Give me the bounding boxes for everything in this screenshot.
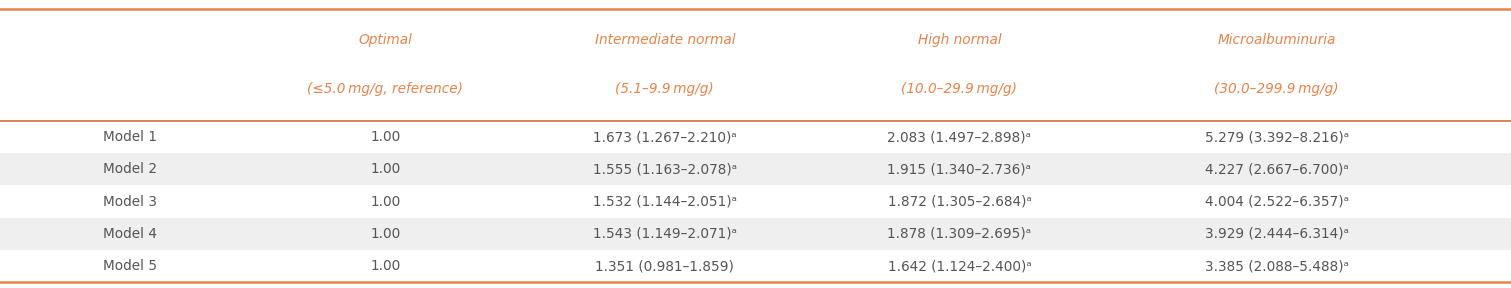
Text: 1.878 (1.309–2.695)ᵃ: 1.878 (1.309–2.695)ᵃ — [887, 227, 1032, 241]
Text: 1.351 (0.981–1.859): 1.351 (0.981–1.859) — [595, 259, 734, 273]
Text: 4.004 (2.522–6.357)ᵃ: 4.004 (2.522–6.357)ᵃ — [1204, 195, 1349, 209]
Text: (5.1–9.9 mg/g): (5.1–9.9 mg/g) — [615, 82, 715, 96]
Text: 1.872 (1.305–2.684)ᵃ: 1.872 (1.305–2.684)ᵃ — [887, 195, 1032, 209]
Text: 1.543 (1.149–2.071)ᵃ: 1.543 (1.149–2.071)ᵃ — [592, 227, 737, 241]
Text: (30.0–299.9 mg/g): (30.0–299.9 mg/g) — [1215, 82, 1339, 96]
Text: 1.00: 1.00 — [370, 162, 400, 176]
Text: (≤5.0 mg/g, reference): (≤5.0 mg/g, reference) — [307, 82, 464, 96]
Text: Model 2: Model 2 — [103, 162, 157, 176]
Text: Model 4: Model 4 — [103, 227, 157, 241]
Text: 1.00: 1.00 — [370, 227, 400, 241]
FancyBboxPatch shape — [0, 153, 1511, 185]
Text: (10.0–29.9 mg/g): (10.0–29.9 mg/g) — [902, 82, 1017, 96]
Text: 2.083 (1.497–2.898)ᵃ: 2.083 (1.497–2.898)ᵃ — [887, 130, 1032, 144]
Text: 5.279 (3.392–8.216)ᵃ: 5.279 (3.392–8.216)ᵃ — [1204, 130, 1349, 144]
Text: Model 3: Model 3 — [103, 195, 157, 209]
Text: 3.385 (2.088–5.488)ᵃ: 3.385 (2.088–5.488)ᵃ — [1204, 259, 1349, 273]
Text: 1.642 (1.124–2.400)ᵃ: 1.642 (1.124–2.400)ᵃ — [887, 259, 1032, 273]
Text: Model 1: Model 1 — [103, 130, 157, 144]
Text: High normal: High normal — [917, 33, 1002, 47]
Text: Microalbuminuria: Microalbuminuria — [1218, 33, 1336, 47]
Text: 1.00: 1.00 — [370, 259, 400, 273]
Text: 4.227 (2.667–6.700)ᵃ: 4.227 (2.667–6.700)ᵃ — [1204, 162, 1349, 176]
Text: 1.673 (1.267–2.210)ᵃ: 1.673 (1.267–2.210)ᵃ — [592, 130, 737, 144]
Text: 3.929 (2.444–6.314)ᵃ: 3.929 (2.444–6.314)ᵃ — [1204, 227, 1349, 241]
Text: 1.00: 1.00 — [370, 195, 400, 209]
Text: Model 5: Model 5 — [103, 259, 157, 273]
Text: Optimal: Optimal — [358, 33, 413, 47]
FancyBboxPatch shape — [0, 218, 1511, 250]
Text: 1.532 (1.144–2.051)ᵃ: 1.532 (1.144–2.051)ᵃ — [592, 195, 737, 209]
Text: 1.555 (1.163–2.078)ᵃ: 1.555 (1.163–2.078)ᵃ — [592, 162, 737, 176]
Text: Intermediate normal: Intermediate normal — [595, 33, 734, 47]
Text: 1.915 (1.340–2.736)ᵃ: 1.915 (1.340–2.736)ᵃ — [887, 162, 1032, 176]
Text: 1.00: 1.00 — [370, 130, 400, 144]
